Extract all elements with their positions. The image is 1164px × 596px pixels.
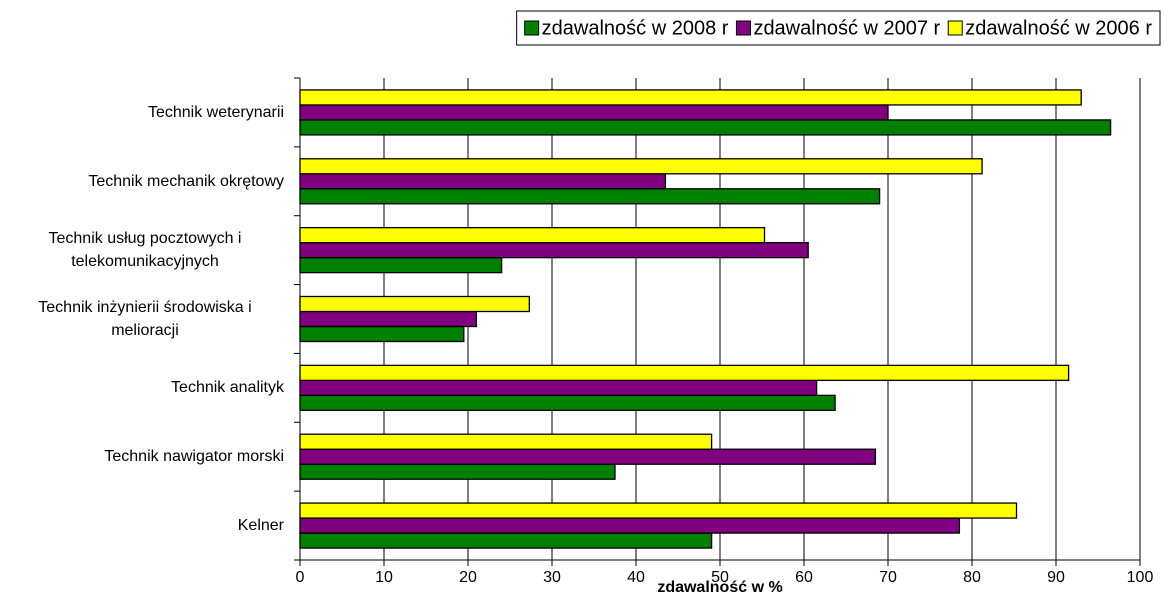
- y-tick-label-text: Technik nawigator morski: [104, 448, 284, 466]
- bar: [299, 325, 465, 343]
- bar: [299, 310, 478, 328]
- x-tick-label: 100: [1127, 569, 1154, 586]
- bar: [299, 517, 961, 534]
- y-tick-label: Technik weterynarii: [0, 101, 284, 124]
- bar: [299, 188, 881, 205]
- bar: [299, 89, 1082, 106]
- legend-swatch: [524, 20, 540, 36]
- y-tick-label-text: Technik inżynierii środowiska i meliorac…: [38, 299, 252, 339]
- x-tick-label: 60: [795, 569, 813, 586]
- x-tick-label: 40: [627, 569, 645, 586]
- bar: [299, 394, 836, 412]
- legend-label: zdawalność w 2006 r: [965, 17, 1152, 39]
- x-tick-label: 90: [1047, 569, 1065, 586]
- legend-label: zdawalność w 2007 r: [753, 17, 940, 39]
- y-tick-label: Technik nawigator morski: [0, 445, 284, 468]
- bar: [299, 532, 713, 549]
- y-tick-label-text: Technik usług pocztowych i telekomunikac…: [48, 230, 242, 271]
- x-tick-label: 30: [543, 569, 561, 586]
- x-tick-label: 10: [375, 569, 393, 586]
- x-tick-label: 80: [963, 569, 981, 586]
- y-tick-label: Technik inżynierii środowiska i meliorac…: [0, 296, 284, 342]
- x-tick-label: 20: [459, 569, 477, 586]
- y-tick-label-text: Technik mechanik okrętowy: [88, 172, 284, 190]
- bar: [299, 364, 1070, 382]
- x-tick-label: 0: [296, 569, 305, 586]
- bar: [299, 241, 809, 259]
- bar: [299, 173, 667, 190]
- y-tick-label: Technik usług pocztowych i telekomunikac…: [0, 227, 284, 273]
- x-tick-label: 70: [879, 569, 897, 586]
- bar: [299, 502, 1018, 519]
- bar: [299, 104, 889, 121]
- bar: [299, 295, 530, 313]
- bar: [299, 119, 1112, 136]
- bar: [299, 226, 766, 244]
- bar: [299, 379, 818, 397]
- legend-swatch: [735, 20, 751, 36]
- legend-label: zdawalność w 2008 r: [542, 17, 729, 39]
- legend: [516, 10, 1161, 46]
- y-tick-label: Technik mechanik okrętowy: [0, 170, 284, 193]
- y-tick-label-text: Kelner: [237, 517, 284, 535]
- y-tick-label: Kelner: [0, 514, 284, 537]
- x-axis-title: zdawalność w %: [657, 579, 782, 596]
- bar: [299, 448, 877, 465]
- bar: [299, 158, 983, 175]
- x-tick-label: 50: [711, 569, 729, 586]
- bar: [299, 256, 503, 274]
- y-tick-label-text: Technik weterynarii: [147, 103, 284, 121]
- y-tick-label-text: Technik analityk: [171, 379, 284, 397]
- bar: [299, 433, 713, 450]
- y-tick-label: Technik analityk: [0, 376, 284, 399]
- bar: [299, 463, 616, 480]
- legend-swatch: [947, 20, 963, 36]
